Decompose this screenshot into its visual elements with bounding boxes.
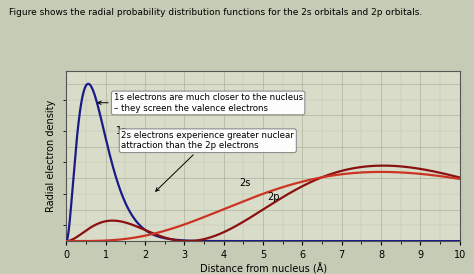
Y-axis label: Radial electron density: Radial electron density (46, 100, 56, 212)
Text: 2s electrons experience greater nuclear
attraction than the 2p electrons: 2s electrons experience greater nuclear … (121, 131, 294, 191)
Text: 2s: 2s (239, 178, 251, 188)
Text: Figure shows the radial probability distribution functions for the 2s orbitals a: Figure shows the radial probability dist… (9, 8, 423, 17)
Text: 1s: 1s (116, 126, 127, 136)
X-axis label: Distance from nucleus (Å): Distance from nucleus (Å) (200, 263, 327, 274)
Text: 1s electrons are much closer to the nucleus
– they screen the valence electrons: 1s electrons are much closer to the nucl… (98, 93, 303, 113)
Text: 2p: 2p (267, 192, 280, 202)
